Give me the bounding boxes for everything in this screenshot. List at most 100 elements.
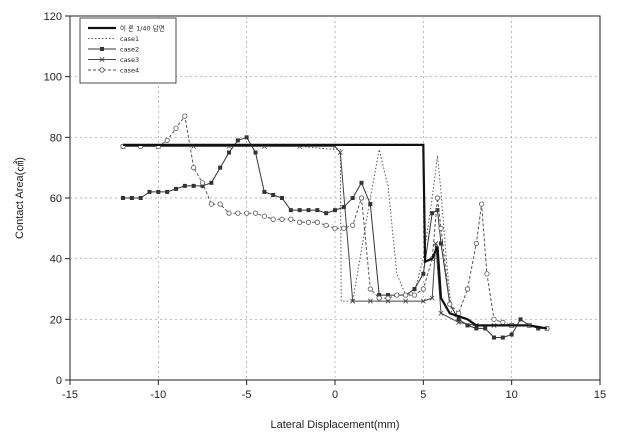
data-point [99, 67, 105, 73]
x-tick-label: 15 [594, 389, 606, 401]
y-tick-label: 120 [44, 11, 62, 23]
data-point [438, 225, 444, 231]
data-point [173, 125, 179, 131]
data-point [411, 292, 418, 298]
data-point [100, 47, 104, 51]
data-point [492, 335, 496, 340]
data-point [156, 189, 161, 194]
data-point [280, 196, 284, 200]
x-tick-label: -5 [242, 389, 252, 401]
data-point [288, 208, 293, 213]
data-point [509, 332, 514, 337]
data-point [253, 150, 258, 155]
y-tick-label: 20 [50, 314, 62, 326]
series-layer [120, 113, 550, 340]
data-point [315, 208, 320, 213]
x-axis: -15 -10 -5 0 5 10 15 [62, 380, 606, 401]
data-point [421, 271, 426, 276]
data-point [121, 196, 125, 200]
data-point [191, 165, 197, 171]
data-point [500, 319, 506, 325]
legend-label: case3 [120, 56, 139, 64]
series-이-론-1/40-답면 [123, 143, 548, 330]
data-point [367, 286, 373, 292]
series-case4 [120, 113, 550, 332]
data-point [341, 225, 347, 231]
data-point [473, 240, 479, 247]
data-point [99, 57, 105, 62]
data-point [464, 286, 471, 292]
y-tick-label: 40 [50, 254, 62, 266]
data-point [235, 138, 240, 143]
data-point [518, 317, 523, 322]
y-axis-label: Contact Area(㎠) [13, 157, 26, 239]
y-tick-label: 80 [50, 132, 62, 144]
data-point [420, 298, 426, 304]
data-point [350, 298, 356, 304]
legend-label: case4 [120, 67, 139, 75]
data-point [412, 287, 417, 291]
y-tick-label: 100 [44, 72, 62, 84]
data-point [359, 180, 364, 185]
data-point [306, 208, 311, 213]
data-point [439, 241, 443, 246]
data-point [288, 216, 294, 222]
legend-label: 이 론 1/40 답면 [120, 24, 165, 33]
data-point [447, 301, 453, 307]
data-point [164, 137, 170, 143]
data-point [199, 180, 206, 186]
data-point [350, 222, 356, 228]
data-point [536, 326, 541, 331]
data-point [227, 150, 231, 155]
data-point [297, 219, 303, 225]
data-point [474, 326, 479, 331]
data-point [208, 201, 214, 207]
data-point [341, 205, 346, 210]
data-point [174, 186, 178, 191]
data-point [333, 208, 337, 213]
data-point [385, 295, 391, 301]
data-point [129, 196, 134, 200]
x-tick-label: -10 [150, 389, 166, 401]
data-point [350, 196, 355, 200]
data-point [323, 222, 329, 228]
legend-label: case2 [120, 46, 139, 54]
data-point [484, 271, 490, 277]
data-point [226, 210, 232, 216]
data-point [165, 189, 170, 194]
data-point [433, 241, 439, 246]
x-tick-label: 10 [506, 389, 518, 401]
x-tick-label: 0 [332, 389, 338, 401]
data-point [430, 211, 435, 216]
x-tick-label: 5 [420, 389, 426, 401]
data-point [235, 210, 241, 216]
data-point [279, 216, 285, 222]
data-point [403, 292, 409, 298]
data-point [491, 316, 497, 322]
data-point [376, 295, 382, 301]
data-point [138, 196, 143, 200]
data-point [209, 180, 214, 185]
data-point [479, 201, 485, 207]
data-point [182, 113, 188, 119]
y-tick-label: 0 [56, 375, 62, 387]
data-point [218, 165, 223, 170]
y-axis: 0 20 40 60 80 100 120 [44, 11, 70, 387]
legend-label: case1 [120, 35, 139, 43]
data-point [324, 211, 329, 216]
data-point [403, 298, 409, 304]
data-point [332, 225, 338, 231]
data-point [271, 192, 276, 197]
data-point [252, 210, 259, 216]
data-point [483, 326, 488, 331]
x-axis-label: Lateral Displacement(mm) [271, 419, 400, 431]
data-point [394, 292, 400, 298]
data-point [297, 208, 302, 213]
data-point [435, 208, 440, 213]
data-point [200, 183, 205, 188]
x-tick-label: -15 [62, 389, 78, 401]
data-point [217, 201, 223, 207]
data-point [244, 135, 249, 140]
data-point [434, 195, 441, 201]
